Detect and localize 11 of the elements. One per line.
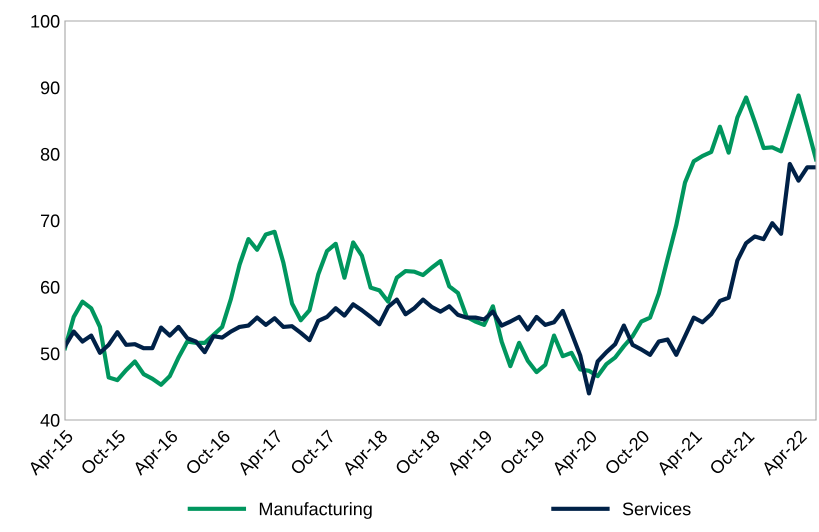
y-tick-label: 80	[40, 148, 60, 161]
y-tick-label: 70	[40, 214, 60, 228]
y-tick-label: 40	[40, 414, 60, 427]
line-series	[65, 93, 816, 387]
legend-label: Services	[622, 502, 691, 516]
y-tick-label: 90	[40, 81, 60, 94]
line-series	[65, 162, 816, 396]
y-tick-label: 100	[31, 14, 60, 28]
y-tick-label: 60	[40, 280, 60, 294]
legend-label: Manufacturing	[260, 502, 372, 519]
y-tick-label: 50	[40, 347, 60, 360]
